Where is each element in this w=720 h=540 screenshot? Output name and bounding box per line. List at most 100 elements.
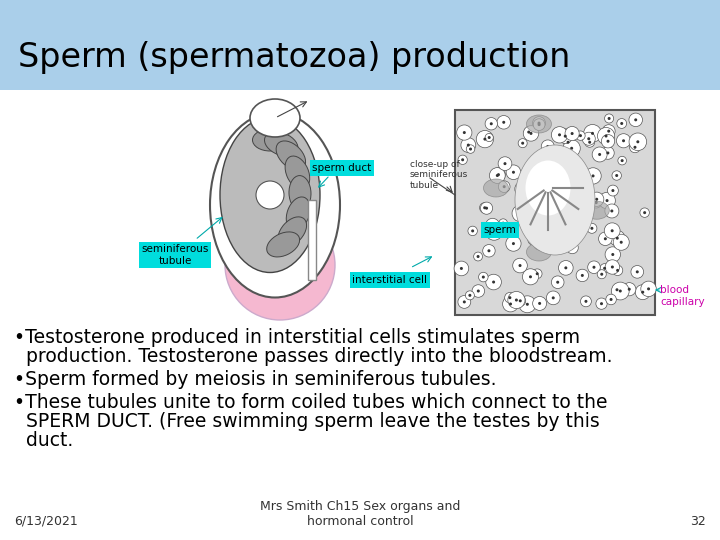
Ellipse shape — [287, 197, 310, 231]
Circle shape — [526, 201, 536, 212]
Text: 6/13/2021: 6/13/2021 — [14, 515, 78, 528]
Circle shape — [524, 127, 534, 137]
Circle shape — [486, 224, 503, 240]
Circle shape — [606, 151, 609, 154]
Circle shape — [541, 209, 557, 225]
Ellipse shape — [276, 141, 305, 170]
Circle shape — [536, 272, 539, 275]
Circle shape — [571, 132, 574, 135]
Circle shape — [469, 294, 472, 297]
Ellipse shape — [526, 115, 552, 133]
Ellipse shape — [285, 156, 310, 189]
Circle shape — [557, 199, 560, 202]
Circle shape — [471, 230, 474, 232]
Circle shape — [591, 197, 602, 208]
Circle shape — [529, 275, 532, 278]
Circle shape — [518, 264, 521, 267]
Circle shape — [617, 119, 626, 129]
Circle shape — [523, 126, 539, 141]
Circle shape — [538, 122, 541, 125]
Circle shape — [564, 266, 567, 269]
Circle shape — [635, 285, 650, 300]
Circle shape — [476, 131, 493, 148]
Circle shape — [573, 194, 576, 197]
Circle shape — [533, 234, 549, 251]
Circle shape — [643, 211, 646, 214]
Circle shape — [541, 156, 544, 158]
Text: •Sperm formed by meiosis in seminiferous tubules.: •Sperm formed by meiosis in seminiferous… — [14, 370, 497, 389]
Circle shape — [599, 192, 616, 209]
Circle shape — [591, 132, 594, 135]
Ellipse shape — [256, 181, 284, 209]
Circle shape — [461, 158, 464, 161]
Circle shape — [531, 172, 534, 176]
Circle shape — [483, 138, 487, 140]
Circle shape — [555, 197, 563, 205]
Circle shape — [622, 139, 625, 142]
Circle shape — [620, 241, 623, 244]
Circle shape — [519, 212, 522, 215]
Circle shape — [590, 192, 604, 206]
Circle shape — [584, 125, 601, 142]
Circle shape — [606, 199, 608, 202]
Circle shape — [545, 172, 558, 186]
Circle shape — [515, 299, 518, 301]
Circle shape — [505, 293, 515, 303]
Circle shape — [616, 237, 618, 240]
Ellipse shape — [225, 210, 335, 320]
Ellipse shape — [220, 118, 320, 273]
Circle shape — [534, 172, 537, 175]
Ellipse shape — [585, 201, 609, 219]
Circle shape — [521, 187, 523, 191]
Circle shape — [564, 138, 572, 147]
Circle shape — [590, 227, 593, 230]
Circle shape — [641, 281, 657, 296]
Circle shape — [586, 199, 589, 202]
Circle shape — [523, 269, 539, 285]
Circle shape — [497, 173, 500, 176]
Circle shape — [468, 226, 477, 235]
Circle shape — [492, 281, 495, 284]
Circle shape — [486, 274, 501, 290]
Circle shape — [567, 242, 578, 254]
Circle shape — [581, 274, 584, 277]
Circle shape — [611, 210, 613, 212]
Circle shape — [534, 119, 545, 131]
Circle shape — [557, 164, 559, 166]
Circle shape — [576, 131, 585, 140]
Text: 32: 32 — [690, 515, 706, 528]
Ellipse shape — [289, 176, 311, 211]
Circle shape — [597, 269, 606, 279]
Circle shape — [538, 123, 541, 126]
Circle shape — [612, 171, 621, 180]
Circle shape — [629, 142, 640, 153]
Circle shape — [588, 137, 590, 140]
Circle shape — [483, 206, 486, 210]
Circle shape — [541, 140, 554, 153]
Circle shape — [609, 231, 625, 246]
Ellipse shape — [266, 232, 300, 257]
Circle shape — [498, 181, 510, 192]
Circle shape — [623, 282, 636, 296]
Circle shape — [605, 114, 613, 123]
Circle shape — [579, 192, 595, 208]
Circle shape — [580, 200, 594, 214]
Circle shape — [598, 232, 612, 246]
Circle shape — [512, 205, 528, 222]
Circle shape — [509, 302, 512, 306]
Circle shape — [588, 261, 600, 274]
Circle shape — [480, 202, 492, 214]
Circle shape — [558, 129, 572, 144]
Circle shape — [482, 245, 495, 257]
Circle shape — [496, 174, 499, 177]
Circle shape — [611, 266, 614, 268]
Circle shape — [620, 122, 624, 125]
Circle shape — [592, 174, 595, 178]
Circle shape — [537, 151, 549, 163]
Circle shape — [480, 202, 490, 213]
Ellipse shape — [250, 99, 300, 137]
Circle shape — [610, 298, 613, 301]
Circle shape — [485, 118, 498, 130]
Circle shape — [529, 167, 542, 180]
Circle shape — [515, 295, 526, 306]
